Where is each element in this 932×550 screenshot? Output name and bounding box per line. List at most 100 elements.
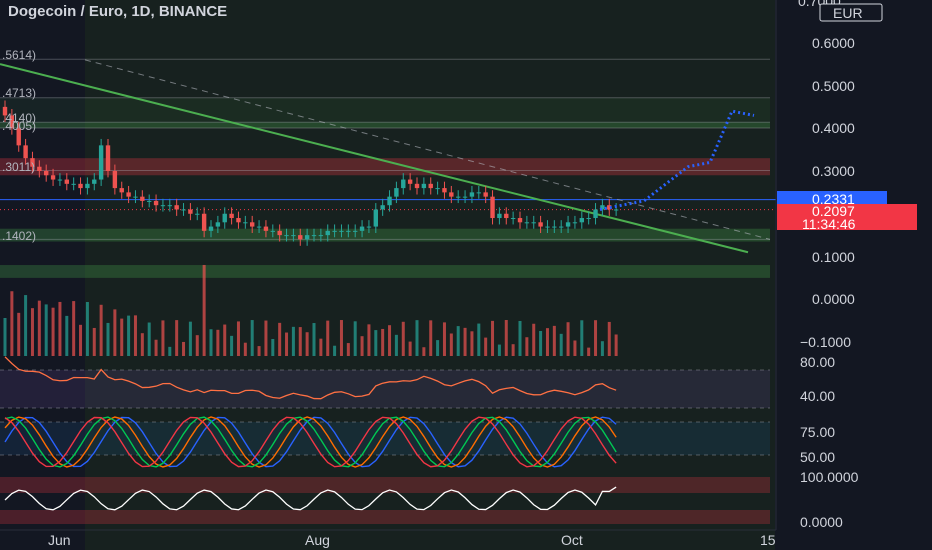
volume-bar bbox=[202, 264, 206, 356]
candle-body bbox=[572, 222, 578, 224]
candle-body bbox=[462, 196, 468, 198]
time-axis[interactable]: Jun Aug Oct 15 bbox=[48, 532, 776, 548]
volume-bar bbox=[285, 332, 289, 356]
candle-body bbox=[607, 205, 612, 210]
candle-body bbox=[579, 218, 584, 223]
candle-body bbox=[119, 188, 124, 193]
volume-bar bbox=[532, 323, 536, 356]
candle-body bbox=[229, 213, 234, 219]
candle-body bbox=[545, 226, 550, 228]
price-axis[interactable]: 0.7000 EUR 0.6000 0.5000 0.4000 0.3000 0… bbox=[777, 0, 917, 530]
volume-bar bbox=[72, 301, 76, 356]
volume-bar bbox=[339, 320, 343, 356]
price-tick-1: 0.5000 bbox=[812, 78, 855, 94]
dashed-trend-line bbox=[84, 59, 771, 240]
volume-layer bbox=[3, 264, 618, 356]
candle-body bbox=[9, 115, 15, 129]
candle-body bbox=[414, 183, 420, 189]
candle-body bbox=[201, 213, 207, 231]
candle-body bbox=[85, 183, 90, 189]
fib-label-3: .4005) bbox=[2, 119, 36, 133]
candle-body bbox=[133, 196, 138, 198]
candle-body bbox=[174, 205, 179, 210]
candle-body bbox=[44, 171, 49, 176]
candle-body bbox=[435, 188, 440, 190]
rsi-tick-0: 80.00 bbox=[800, 354, 835, 370]
candle-body bbox=[469, 192, 475, 197]
osc-lower-band bbox=[0, 510, 770, 524]
candle-body bbox=[304, 235, 310, 240]
rsi-tick-1: 40.00 bbox=[800, 388, 835, 404]
candle-body bbox=[37, 166, 42, 171]
volume-bar bbox=[291, 326, 295, 356]
volume-bar bbox=[374, 330, 378, 356]
last-price-badge bbox=[777, 204, 917, 230]
candle-body bbox=[78, 183, 83, 189]
volume-bar bbox=[65, 315, 69, 356]
volume-bar bbox=[360, 336, 364, 356]
candle-body bbox=[325, 230, 330, 236]
candle-body bbox=[250, 222, 255, 227]
candle-body bbox=[30, 158, 35, 167]
candle-body bbox=[442, 188, 447, 193]
candle-body bbox=[593, 209, 598, 219]
volume-bar bbox=[85, 302, 89, 356]
volume-bar bbox=[525, 337, 529, 356]
downtrend-line bbox=[0, 63, 749, 254]
candle-body bbox=[586, 218, 591, 220]
volume-bar bbox=[113, 309, 117, 356]
volume-bar bbox=[209, 329, 213, 356]
projection-path bbox=[599, 109, 755, 211]
volume-bar bbox=[333, 345, 337, 356]
price-tick-2: 0.4000 bbox=[812, 120, 855, 136]
candle-body bbox=[153, 200, 159, 206]
candle-body bbox=[552, 226, 557, 228]
price-tick-top: 0.7000 bbox=[798, 0, 841, 9]
candle-body bbox=[332, 230, 337, 232]
trendline-layer bbox=[0, 59, 771, 254]
chart-title: Dogecoin / Euro, 1D, BINANCE bbox=[8, 3, 228, 20]
candle-body bbox=[483, 192, 488, 197]
volume-bar bbox=[491, 320, 495, 356]
volume-bar bbox=[147, 322, 151, 356]
volume-bar bbox=[182, 341, 186, 356]
oscillator-pane bbox=[0, 477, 770, 524]
candle-body bbox=[559, 226, 564, 228]
volume-bar bbox=[99, 304, 103, 356]
currency-badge[interactable] bbox=[819, 3, 883, 22]
fib-level-labels: .5614) .4713) .4140) .4005) .3011) .1402… bbox=[2, 48, 36, 243]
volume-bar bbox=[264, 320, 268, 356]
candle-body bbox=[2, 106, 8, 116]
osc-tick-1: 0.0000 bbox=[800, 514, 843, 530]
candle-body bbox=[263, 226, 269, 231]
stoch-tick-1: 50.00 bbox=[800, 449, 835, 465]
volume-bar bbox=[463, 327, 467, 356]
volume-bar bbox=[381, 328, 385, 356]
time-tick-jun: Jun bbox=[48, 532, 71, 548]
volume-bar bbox=[353, 321, 357, 356]
candle-body bbox=[291, 235, 296, 237]
candle-body bbox=[284, 235, 289, 237]
volume-bar bbox=[188, 321, 192, 356]
volume-bar bbox=[243, 342, 247, 356]
volume-bar bbox=[24, 295, 28, 356]
candle-body bbox=[531, 222, 536, 224]
candle-body bbox=[600, 205, 605, 210]
candle-body bbox=[98, 145, 104, 180]
candle-body bbox=[421, 183, 427, 189]
candle-body bbox=[476, 192, 481, 194]
candle-body bbox=[517, 218, 523, 223]
volume-bar bbox=[3, 318, 7, 356]
candle-body bbox=[524, 222, 530, 224]
price-tick-6: −0.1000 bbox=[800, 334, 851, 350]
osc-upper-band bbox=[0, 477, 770, 493]
candle-body bbox=[71, 183, 76, 185]
volume-bar bbox=[470, 331, 474, 356]
candle-body bbox=[236, 218, 241, 223]
volume-bar bbox=[429, 320, 433, 356]
rsi-band bbox=[0, 370, 770, 408]
candle-body bbox=[181, 209, 186, 211]
price-tick-5: 0.0000 bbox=[812, 291, 855, 307]
fib-label-1: .4713) bbox=[2, 86, 36, 100]
